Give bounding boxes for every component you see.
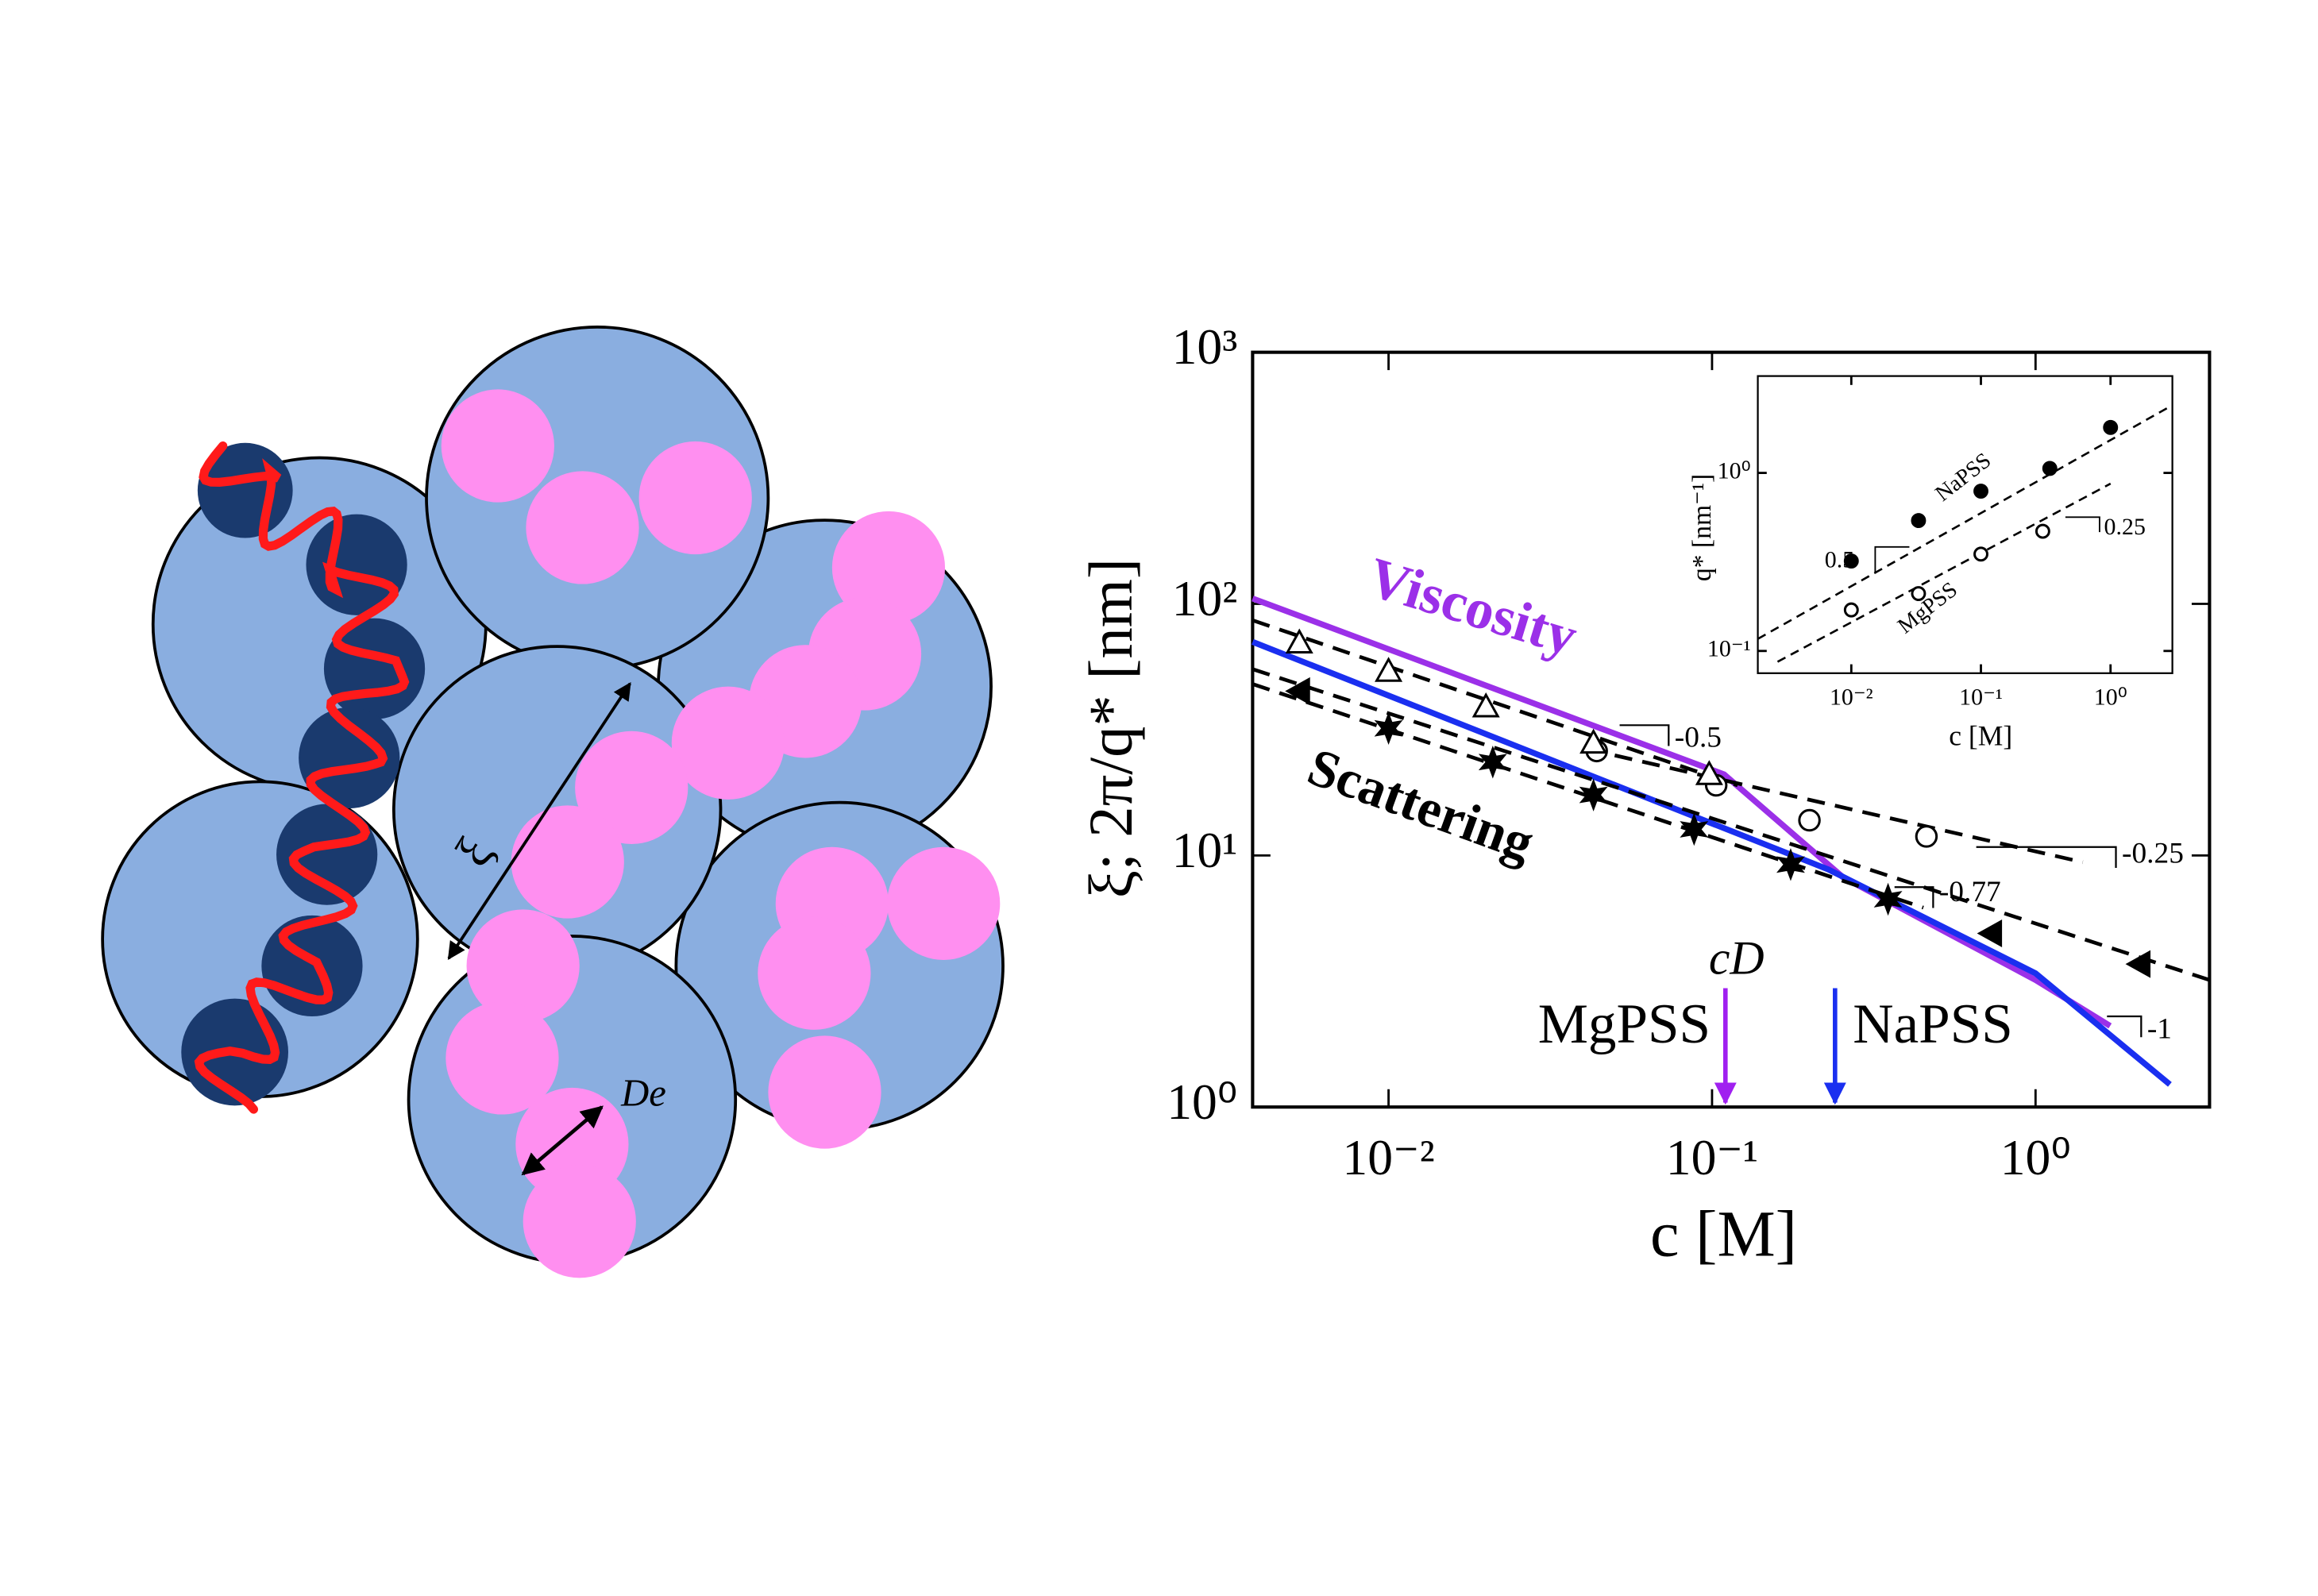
marker: [1695, 760, 1723, 785]
marker: [2042, 461, 2058, 476]
x-tick-label: 10⁻²: [1342, 1129, 1434, 1185]
slope-label: 0.5: [1825, 546, 1854, 572]
dashed-line: [1776, 482, 2112, 663]
marker: [1374, 711, 1403, 746]
marker: [1680, 812, 1709, 846]
slope-label: -0.25: [2122, 838, 2184, 870]
marker: [1843, 553, 1859, 569]
arrow-title: cD: [1709, 931, 1765, 984]
pink-blob: [523, 1165, 636, 1278]
slope-label: -1: [2147, 1012, 2172, 1045]
marker: [1873, 882, 1903, 916]
x-tick-label: 10⁻¹: [1959, 684, 2003, 711]
marker: [1478, 746, 1507, 779]
marker: [1977, 919, 2003, 948]
pink-blob: [441, 389, 554, 503]
pink-blob: [758, 916, 871, 1030]
marker: [2125, 950, 2151, 978]
y-axis-label: q* [nm⁻¹]: [1687, 474, 1717, 581]
marker: [1776, 848, 1805, 881]
marker: [2103, 419, 2119, 435]
pink-blob: [831, 511, 946, 625]
pink-blob: [887, 846, 1001, 960]
marker: [1843, 602, 1859, 618]
de-arrow: [521, 1105, 604, 1176]
pink-blob: [511, 805, 624, 919]
y-axis-label: ξ; 2π/q* [nm]: [1076, 558, 1145, 898]
dashed-line: [1614, 754, 2084, 865]
slope-label: 0.25: [2104, 514, 2146, 540]
marker: [1973, 546, 1988, 562]
y-tick-label: 10¹: [1172, 822, 1238, 878]
plot-frame: [1251, 350, 2212, 1109]
slope-triangle: [1619, 724, 1670, 746]
marker: [2035, 523, 2050, 539]
slope-triangle: [1874, 545, 1910, 574]
x-axis-label: c [M]: [1949, 719, 2012, 751]
blob-diagram: ξ De: [101, 325, 1005, 1278]
marker: [1285, 677, 1310, 705]
pink-blobs: [441, 389, 1001, 1278]
pink-blob: [526, 471, 639, 584]
dashed-line: [1757, 404, 2173, 640]
slope-triangle: [1894, 886, 1934, 908]
x-tick-label: 10⁻²: [1830, 684, 1873, 711]
marker: [1911, 513, 1927, 529]
marker: [1915, 825, 1938, 848]
slope-label: -0.5: [1675, 722, 1722, 754]
marker: [1973, 484, 1988, 499]
marker: [1798, 808, 1821, 832]
marker: [1471, 692, 1500, 718]
marker: [1375, 657, 1403, 682]
dark-blob: [299, 707, 400, 809]
y-tick-label: 10³: [1172, 318, 1238, 375]
arrow-label: NaPSS: [1853, 993, 2013, 1055]
line: [1252, 638, 2172, 1087]
marker: [1579, 728, 1608, 754]
pink-blob: [638, 441, 752, 555]
y-tick-label: 10⁻¹: [1707, 636, 1751, 662]
x-axis-label: c [M]: [1650, 1197, 1797, 1270]
slope-label: -0.77: [1939, 876, 2001, 908]
slope-triangle: [2065, 516, 2100, 533]
xi-arrow: [447, 682, 631, 960]
y-tick-label: 10⁰: [1718, 457, 1751, 484]
x-tick-label: 10⁰: [2000, 1129, 2071, 1185]
slope-triangle: [1976, 846, 2117, 868]
annotation: Scattering: [1301, 737, 1542, 873]
charts: 10⁻² 10⁻¹ 10⁰ 10⁰ 10¹ 10² 10³ c [M] ξ; 2π/q* [nm…: [1076, 318, 2212, 1270]
chain: [194, 441, 410, 1114]
y-tick-label: 10²: [1172, 570, 1238, 626]
pink-blob: [768, 1035, 881, 1149]
x-tick-label: 10⁰: [2094, 684, 2127, 711]
marker: [1911, 586, 1927, 602]
de-label: De: [620, 1071, 666, 1114]
pink-blob: [445, 1001, 559, 1115]
slope-triangle: [2107, 1015, 2143, 1038]
dashed-line: [1252, 618, 1738, 788]
marker: [1285, 628, 1313, 654]
dark-blob: [276, 804, 378, 905]
pink-blob: [671, 686, 785, 800]
marker: [1579, 778, 1608, 811]
arrow-label: MgPSS: [1538, 993, 1711, 1055]
y-tick-label: 10⁰: [1167, 1074, 1237, 1130]
x-tick-label: 10⁻¹: [1666, 1129, 1758, 1185]
